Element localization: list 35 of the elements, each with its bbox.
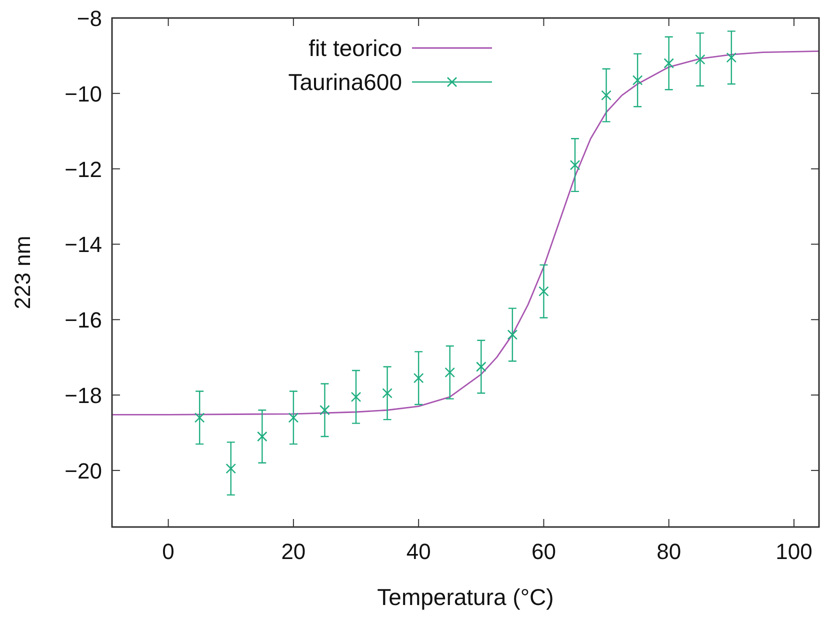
point	[601, 90, 612, 100]
x-tick-label: 0	[162, 539, 174, 564]
y-tick-label: −18	[64, 383, 102, 408]
point	[226, 463, 236, 474]
point	[476, 362, 486, 372]
point	[194, 412, 205, 423]
legend-label: Taurina600	[288, 69, 402, 95]
y-tick-label: −14	[64, 232, 102, 258]
point	[570, 160, 580, 170]
point	[413, 372, 424, 384]
point	[382, 388, 392, 398]
point	[632, 75, 643, 86]
y-tick-label: −12	[64, 156, 102, 182]
point	[257, 431, 268, 442]
y-tick-label: −16	[64, 308, 102, 333]
point	[320, 404, 330, 416]
x-tick-label: 20	[281, 539, 306, 564]
point	[507, 330, 518, 340]
x-tick-label: 60	[531, 539, 556, 564]
point	[726, 52, 737, 63]
y-tick-label: −10	[64, 81, 102, 106]
y-axis-title: 223 nm	[10, 236, 35, 310]
point	[444, 367, 456, 378]
x-tick-label: 80	[656, 539, 682, 564]
x-tick-label: 40	[406, 539, 431, 564]
point	[538, 286, 549, 296]
y-tick-label: −8	[76, 6, 102, 31]
point	[288, 412, 299, 423]
point	[694, 54, 706, 65]
point	[664, 58, 674, 68]
point	[350, 392, 362, 402]
y-tick-label: −20	[64, 458, 102, 484]
x-axis-title: Temperatura (°C)	[377, 584, 554, 610]
legend-label: fit teorico	[308, 35, 402, 61]
x-tick-label: 100	[776, 539, 812, 564]
